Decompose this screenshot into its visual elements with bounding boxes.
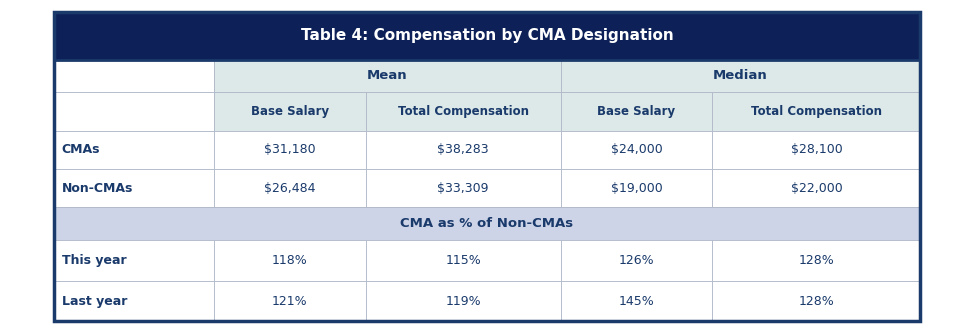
Text: Base Salary: Base Salary — [597, 105, 676, 118]
Bar — [54, 92, 214, 131]
Text: $38,283: $38,283 — [437, 144, 489, 157]
Bar — [214, 92, 365, 131]
Text: CMAs: CMAs — [61, 144, 100, 157]
Bar — [54, 131, 214, 169]
Bar — [561, 131, 712, 169]
Bar — [54, 60, 214, 92]
Bar — [712, 281, 920, 321]
Bar — [214, 169, 365, 207]
Bar — [54, 12, 920, 60]
Text: CMA as % of Non-CMAs: CMA as % of Non-CMAs — [400, 217, 574, 230]
Text: Non-CMAs: Non-CMAs — [61, 181, 133, 194]
Bar — [712, 131, 920, 169]
Text: $19,000: $19,000 — [611, 181, 662, 194]
Text: 118%: 118% — [272, 254, 308, 267]
Text: Total Compensation: Total Compensation — [397, 105, 529, 118]
Text: $33,309: $33,309 — [437, 181, 489, 194]
Bar — [561, 92, 712, 131]
Text: Last year: Last year — [61, 295, 127, 308]
Bar — [561, 240, 712, 281]
Bar — [214, 60, 561, 92]
Text: This year: This year — [61, 254, 127, 267]
Bar — [214, 240, 365, 281]
Text: 121%: 121% — [272, 295, 308, 308]
Text: 128%: 128% — [799, 295, 835, 308]
Text: Table 4: Compensation by CMA Designation: Table 4: Compensation by CMA Designation — [301, 28, 673, 43]
Bar — [712, 169, 920, 207]
Text: $22,000: $22,000 — [791, 181, 843, 194]
Bar — [54, 12, 920, 321]
Bar — [54, 240, 214, 281]
Text: $24,000: $24,000 — [611, 144, 662, 157]
Bar — [54, 169, 214, 207]
Bar — [561, 60, 920, 92]
Text: Base Salary: Base Salary — [250, 105, 329, 118]
Text: $26,484: $26,484 — [264, 181, 316, 194]
Text: $28,100: $28,100 — [791, 144, 843, 157]
Bar — [365, 131, 561, 169]
Bar — [214, 131, 365, 169]
Bar — [54, 281, 214, 321]
Bar — [561, 169, 712, 207]
Text: Total Compensation: Total Compensation — [751, 105, 881, 118]
Bar — [365, 240, 561, 281]
Bar — [712, 240, 920, 281]
Text: 145%: 145% — [618, 295, 655, 308]
Text: Median: Median — [713, 69, 768, 82]
Bar — [365, 169, 561, 207]
Bar — [712, 92, 920, 131]
Bar — [54, 207, 920, 240]
Text: $31,180: $31,180 — [264, 144, 316, 157]
Bar — [214, 281, 365, 321]
Text: 115%: 115% — [445, 254, 481, 267]
Text: 119%: 119% — [445, 295, 481, 308]
Bar — [561, 281, 712, 321]
Text: 128%: 128% — [799, 254, 835, 267]
Bar — [365, 281, 561, 321]
Text: 126%: 126% — [618, 254, 655, 267]
Bar — [365, 92, 561, 131]
Text: Mean: Mean — [367, 69, 408, 82]
